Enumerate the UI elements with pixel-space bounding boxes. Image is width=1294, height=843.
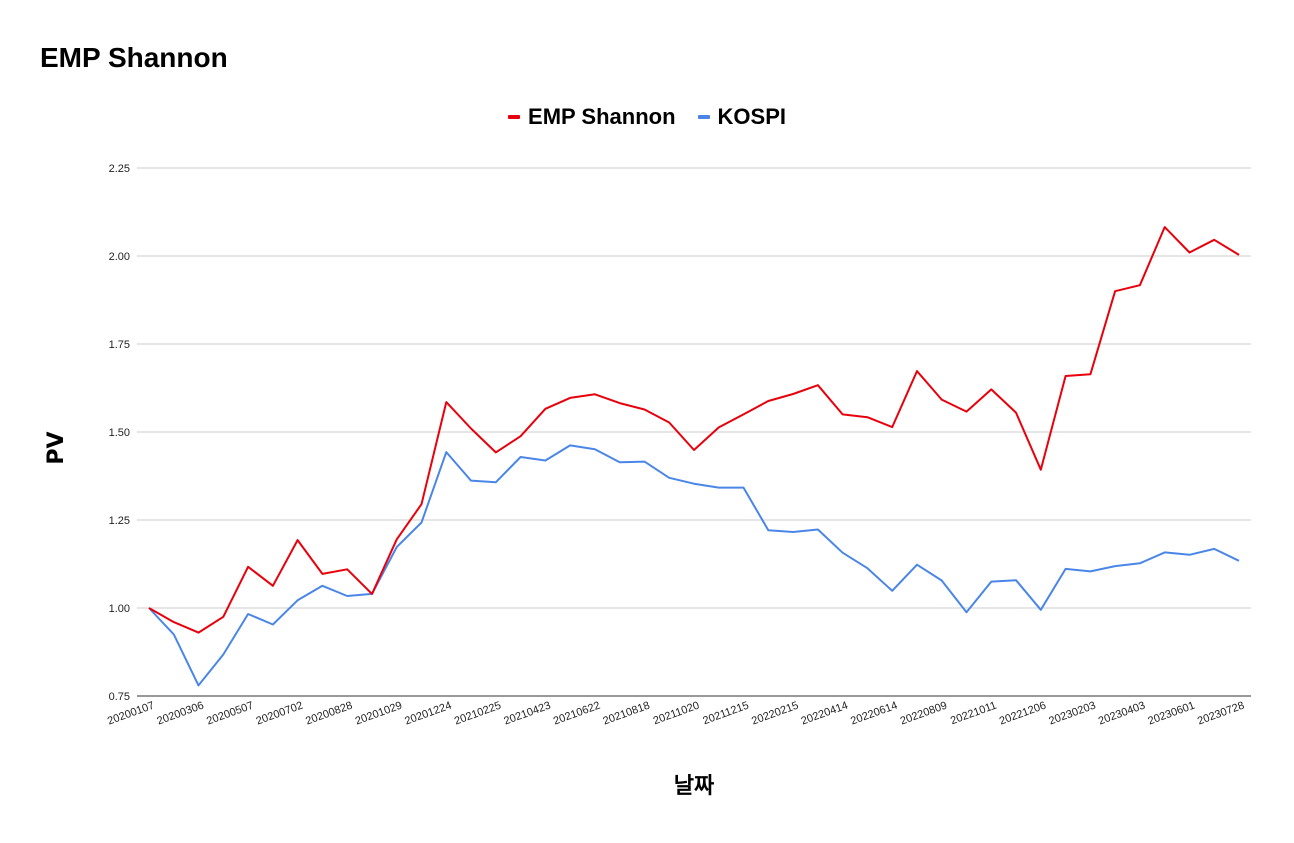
x-tick-label: 20210423 <box>502 700 552 728</box>
x-axis-title: 날짜 <box>674 774 715 799</box>
x-tick-label: 20211215 <box>701 700 750 728</box>
chart-title: EMP Shannon <box>40 42 228 73</box>
legend-label-kospi: KOSPI <box>717 104 786 129</box>
y-tick-label: 1.00 <box>109 603 130 615</box>
y-axis-ticks: 0.75 1.00 1.25 1.50 1.75 2.00 2.25 <box>109 163 130 703</box>
x-tick-label: 20200702 <box>255 700 305 728</box>
y-tick-label: 2.25 <box>109 163 130 175</box>
x-tick-label: 20220215 <box>750 700 800 728</box>
y-tick-label: 2.00 <box>109 251 130 263</box>
x-tick-label: 20230601 <box>1146 700 1196 728</box>
series-line-emp-shannon[interactable] <box>148 226 1240 634</box>
legend: EMP Shannon KOSPI <box>0 104 1294 130</box>
x-tick-label: 20220809 <box>899 700 949 728</box>
x-tick-label: 20210225 <box>453 700 503 728</box>
x-tick-label: 20210818 <box>601 700 651 728</box>
legend-swatch-emp-shannon <box>508 115 521 119</box>
x-tick-label: 20220614 <box>849 700 899 728</box>
x-axis-ticks: 20200107 20200306 20200507 20200702 20200828… <box>106 700 1246 728</box>
y-tick-label: 0.75 <box>109 691 130 703</box>
x-tick-label: 20230403 <box>1097 700 1147 728</box>
x-tick-label: 20221011 <box>949 700 998 728</box>
gridlines <box>137 167 1251 697</box>
x-tick-label: 20200507 <box>205 700 255 728</box>
x-tick-label: 20221206 <box>998 700 1048 728</box>
x-tick-label: 20200828 <box>304 700 354 728</box>
legend-swatch-kospi <box>697 115 710 119</box>
y-axis-title: PV <box>44 431 69 464</box>
x-tick-label: 20230728 <box>1196 700 1246 728</box>
y-tick-label: 1.25 <box>109 515 130 527</box>
x-tick-label: 20201029 <box>354 700 404 728</box>
y-tick-label: 1.75 <box>109 339 130 351</box>
legend-item-kospi[interactable]: KOSPI <box>697 104 786 130</box>
x-tick-label: 20200306 <box>155 700 205 728</box>
x-tick-label: 20230203 <box>1047 700 1097 728</box>
legend-label-emp-shannon: EMP Shannon <box>528 104 676 129</box>
legend-item-emp-shannon[interactable]: EMP Shannon <box>508 104 676 130</box>
series-lines <box>148 226 1240 687</box>
y-tick-label: 1.50 <box>109 427 130 439</box>
x-tick-label: 20210622 <box>552 700 602 728</box>
x-tick-label: 20211020 <box>652 700 701 728</box>
x-tick-label: 20220414 <box>800 700 850 728</box>
x-tick-label: 20200107 <box>106 700 156 728</box>
series-line-kospi[interactable] <box>148 444 1240 687</box>
x-tick-label: 20201224 <box>403 700 453 728</box>
